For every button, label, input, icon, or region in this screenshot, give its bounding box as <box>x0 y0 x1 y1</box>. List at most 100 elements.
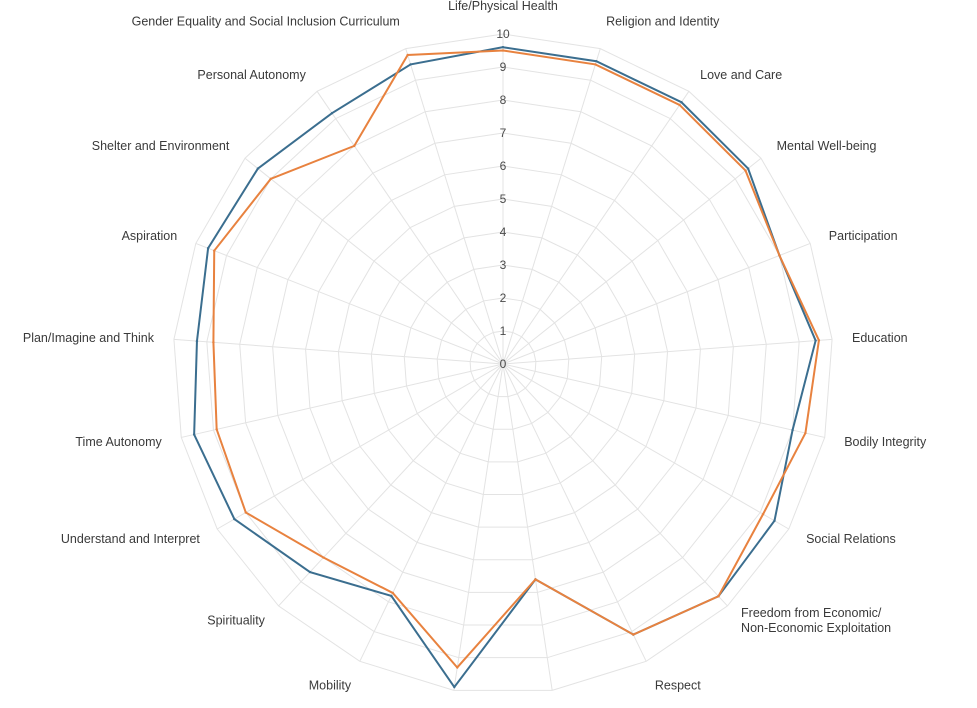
radar-grid <box>173 33 833 691</box>
grid-spoke <box>216 363 504 530</box>
series-1-point <box>308 570 312 574</box>
radial-tick-label: 2 <box>500 291 507 305</box>
series-1-point <box>773 519 776 522</box>
series-2-point <box>213 249 216 252</box>
grid-ring-3 <box>403 264 603 463</box>
series-2-point <box>322 556 325 559</box>
radial-tick-label: 6 <box>500 159 507 173</box>
axis-label: Aspiration <box>122 229 178 243</box>
series-1-point <box>256 167 260 170</box>
axis-label: Spirituality <box>207 614 265 628</box>
grid-spoke <box>502 91 690 365</box>
grid-spoke <box>502 363 647 662</box>
series-1-point <box>791 428 794 432</box>
series-2-point <box>678 103 681 107</box>
grid-ring-4 <box>370 231 636 496</box>
grid-spoke <box>316 91 504 365</box>
series-2-point <box>717 595 720 598</box>
series-1-point <box>195 339 199 343</box>
grid-spoke <box>502 363 553 691</box>
grid-spoke <box>453 363 504 691</box>
radial-tick-label: 1 <box>500 324 507 338</box>
axis-label: Plan/Imagine and Think <box>23 331 155 345</box>
series-2-point <box>632 633 635 636</box>
series-2-point <box>456 666 459 669</box>
grid-spoke <box>502 242 811 365</box>
series-1-point <box>746 167 750 170</box>
series-2-point <box>215 428 218 431</box>
axis-label: Gender Equality and Social Inclusion Cur… <box>132 15 400 29</box>
series-2-point <box>534 578 537 581</box>
series-1-point <box>595 60 598 63</box>
grid-spoke <box>181 363 504 438</box>
series-2-point <box>269 177 272 181</box>
grid-spoke <box>195 242 504 365</box>
grid-ring-5 <box>337 198 669 528</box>
series-2-point <box>594 63 597 66</box>
axis-label: Mental Well-being <box>777 139 877 153</box>
grid-spoke <box>502 48 601 365</box>
grid-spoke <box>502 363 825 438</box>
grid-spoke <box>502 338 833 365</box>
series-2-point <box>212 341 215 344</box>
grid-spoke <box>173 338 504 365</box>
series-2-point <box>744 169 747 172</box>
axis-label: Life/Physical Health <box>448 0 558 13</box>
radial-tick-label: 0 <box>500 357 507 371</box>
series-1-point <box>409 63 412 66</box>
grid-ring-6 <box>305 165 701 561</box>
series-1-point <box>192 433 196 436</box>
series-2-point <box>817 339 821 342</box>
series-2-point <box>501 49 505 52</box>
series-1-point <box>233 517 236 521</box>
axis-label: Education <box>852 331 908 345</box>
axis-label: Time Autonomy <box>75 435 162 449</box>
radar-series <box>192 46 821 689</box>
grid-spoke <box>502 157 762 365</box>
radial-tick-label: 4 <box>500 225 507 239</box>
radial-tick-label: 5 <box>500 192 507 206</box>
axis-label: Freedom from Economic/Non-Economic Explo… <box>741 606 891 635</box>
grid-spoke <box>405 48 504 365</box>
grid-ring-9 <box>206 66 800 659</box>
series-2-point <box>406 53 409 57</box>
series-line-2 <box>212 49 820 669</box>
grid-spoke <box>502 363 790 530</box>
series-line-1 <box>193 46 817 689</box>
axis-label: Participation <box>829 229 898 243</box>
series-1-point <box>390 594 393 598</box>
grid-spoke <box>244 157 504 365</box>
axis-category-labels: Life/Physical Health Religion and Identit… <box>23 0 927 692</box>
series-1-point <box>453 685 456 689</box>
series-1-point <box>501 46 505 49</box>
radial-tick-label: 8 <box>500 93 507 107</box>
radial-tick-label: 7 <box>500 126 507 140</box>
axis-label: Religion and Identity <box>606 15 720 29</box>
series-1-point <box>680 101 683 104</box>
series-2-point <box>244 511 247 514</box>
grid-ring-1 <box>469 330 537 398</box>
series-2-point <box>804 431 807 435</box>
series-2-point <box>761 512 765 516</box>
radial-tick-labels: 0 1 2 3 4 5 6 7 8 9 10 <box>496 27 510 371</box>
series-1-point <box>330 111 334 115</box>
axis-label: Understand and Interpret <box>61 532 201 546</box>
grid-spoke <box>502 363 728 607</box>
series-1-point <box>814 339 817 342</box>
grid-ring-10 <box>173 33 833 691</box>
axis-label: Love and Care <box>700 68 782 82</box>
axis-label: Respect <box>655 678 701 692</box>
axis-label: Personal Autonomy <box>197 68 306 82</box>
grid-ring-2 <box>436 297 570 430</box>
radial-tick-label: 9 <box>500 60 507 74</box>
axis-label: Mobility <box>309 678 352 692</box>
axis-label: Shelter and Environment <box>92 139 230 153</box>
grid-ring-8 <box>239 99 767 626</box>
radial-tick-label: 3 <box>500 258 507 272</box>
grid-spoke <box>359 363 504 662</box>
axis-label: Social Relations <box>806 532 896 546</box>
series-2-point <box>391 591 394 595</box>
grid-spoke <box>278 363 504 607</box>
series-2-point <box>778 254 781 257</box>
